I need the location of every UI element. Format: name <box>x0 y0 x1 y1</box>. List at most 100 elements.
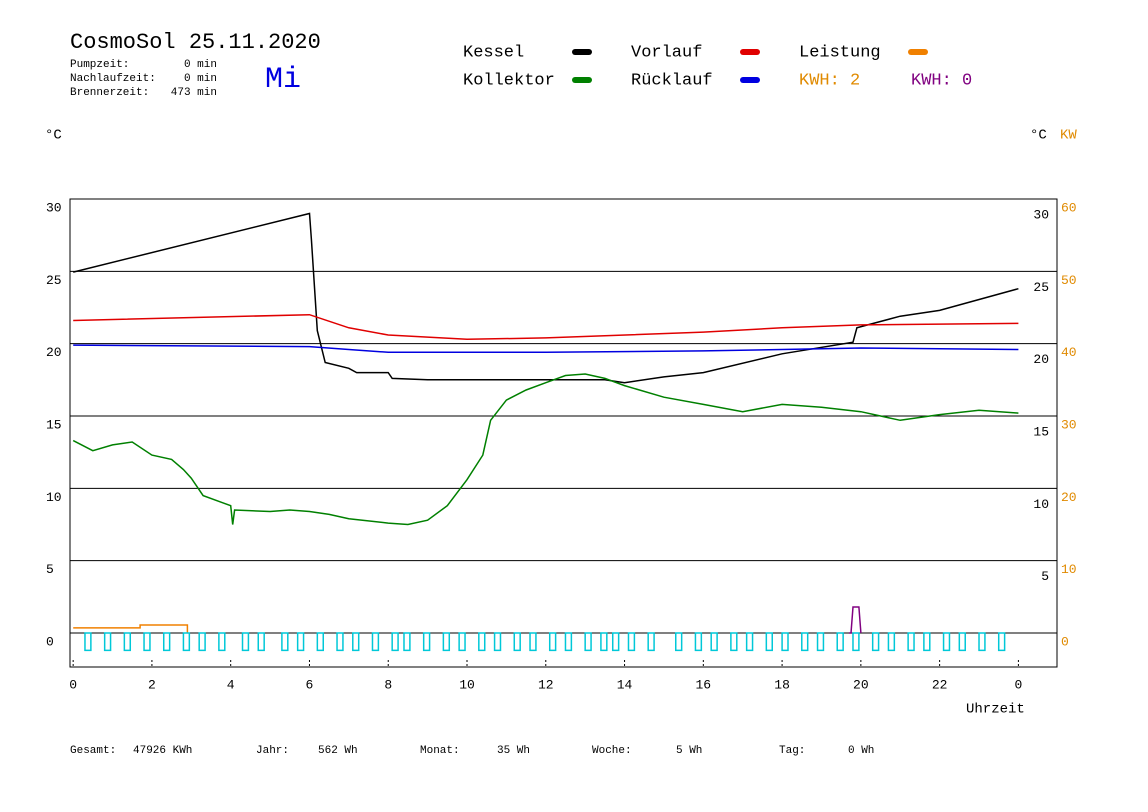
pump-pulse <box>958 632 966 652</box>
pump-pulse <box>493 632 502 652</box>
pump-pulse <box>907 632 915 652</box>
y-right-tick-label: 15 <box>1033 424 1049 439</box>
pump-pulse <box>611 632 620 652</box>
series-line <box>849 606 862 634</box>
info-label: Brennerzeit: <box>70 87 149 99</box>
y-right-tick-label: 25 <box>1033 280 1049 295</box>
pump-pulse <box>123 632 132 652</box>
info-label: Nachlaufzeit: <box>70 73 156 85</box>
pump-pulse <box>143 632 151 652</box>
y-tick-label: 10 <box>46 490 62 505</box>
pump-pulse <box>765 632 773 652</box>
y-axis-label: °C <box>45 128 62 144</box>
pump-pulse <box>600 632 608 652</box>
total-value: 5 Wh <box>676 745 702 757</box>
series-line <box>72 373 1019 526</box>
pump-pulse <box>978 632 986 652</box>
pump-pulse <box>478 632 486 652</box>
y2-tick-label: 50 <box>1061 273 1077 288</box>
kwh-label: KWH: 0 <box>911 71 972 90</box>
pump-pulse <box>84 632 92 652</box>
x-tick-label: 4 <box>227 677 235 692</box>
x-tick-label: 16 <box>696 677 712 692</box>
x-axis-label: Uhrzeit <box>966 702 1025 718</box>
legend-label: Kessel <box>463 43 524 62</box>
legend-label: Rücklauf <box>631 71 713 90</box>
pump-pulse <box>887 632 896 652</box>
y2-tick-label: 60 <box>1061 200 1077 215</box>
total-value: 0 Wh <box>848 745 874 757</box>
y2-tick-label: 20 <box>1061 490 1077 505</box>
pump-pulse <box>442 632 451 652</box>
pump-pulse <box>458 632 466 652</box>
y-tick-label: 0 <box>46 634 54 649</box>
legend-label: Kollektor <box>463 71 555 90</box>
pump-pulse <box>730 632 738 652</box>
pump-pulse <box>997 632 1006 652</box>
pump-pulse <box>162 632 171 652</box>
pump-pulse <box>371 632 380 652</box>
total-label: Monat: <box>420 745 460 757</box>
pump-pulse <box>836 632 844 652</box>
total-value: 47926 KWh <box>133 745 192 757</box>
x-tick-label: 20 <box>853 677 869 692</box>
pump-pulse <box>403 632 411 652</box>
pump-pulse <box>710 632 718 652</box>
pump-pulse <box>103 632 112 652</box>
series-line <box>73 212 1019 384</box>
total-label: Woche: <box>592 745 632 757</box>
pump-pulse <box>316 632 324 652</box>
x-tick-label: 22 <box>932 677 948 692</box>
y-tick-label: 25 <box>46 273 62 288</box>
legend-swatch <box>572 49 592 55</box>
pump-pulse <box>241 632 250 652</box>
legend-label: Leistung <box>799 43 881 62</box>
pump-pulse <box>745 632 754 652</box>
pump-pulse <box>923 632 931 652</box>
pump-pulse <box>694 632 703 652</box>
pump-pulse <box>627 632 636 652</box>
pump-pulse <box>674 632 683 652</box>
total-value: 562 Wh <box>318 745 358 757</box>
x-tick-label: 18 <box>774 677 790 692</box>
total-label: Jahr: <box>256 745 289 757</box>
y-right-tick-label: 5 <box>1041 569 1049 584</box>
info-value: 0 min <box>184 59 217 71</box>
pump-pulse <box>529 632 537 652</box>
series-line <box>73 344 1019 354</box>
legend-swatch <box>572 77 592 83</box>
info-value: 473 min <box>171 87 217 99</box>
x-tick-label: 12 <box>538 677 554 692</box>
pump-pulse <box>871 632 880 652</box>
y-right-tick-label: 10 <box>1033 497 1049 512</box>
pump-pulse <box>942 632 951 652</box>
x-tick-label: 0 <box>1014 677 1022 692</box>
x-tick-label: 0 <box>69 677 77 692</box>
pump-pulse <box>584 632 592 652</box>
pump-pulse <box>422 632 431 652</box>
pump-pulse <box>336 632 344 652</box>
y-right-axis-label: °C <box>1030 128 1047 144</box>
info-value: 0 min <box>184 73 217 85</box>
pump-pulse <box>391 632 399 652</box>
y-tick-label: 30 <box>46 200 62 215</box>
x-tick-label: 10 <box>459 677 475 692</box>
y-right-tick-label: 20 <box>1033 352 1049 367</box>
plot-frame <box>69 198 1058 668</box>
total-value: 35 Wh <box>497 745 530 757</box>
legend-swatch <box>908 49 928 55</box>
info-label: Pumpzeit: <box>70 59 129 71</box>
pump-pulse <box>182 632 191 652</box>
pump-pulse <box>281 632 289 652</box>
y-tick-label: 5 <box>46 562 54 577</box>
y-tick-label: 20 <box>46 345 62 360</box>
y2-tick-label: 0 <box>1061 634 1069 649</box>
pump-pulse <box>816 632 825 652</box>
pump-pulse <box>852 632 860 652</box>
legend-label: Vorlauf <box>631 43 702 62</box>
legend-swatch <box>740 49 760 55</box>
legend-swatch <box>740 77 760 83</box>
